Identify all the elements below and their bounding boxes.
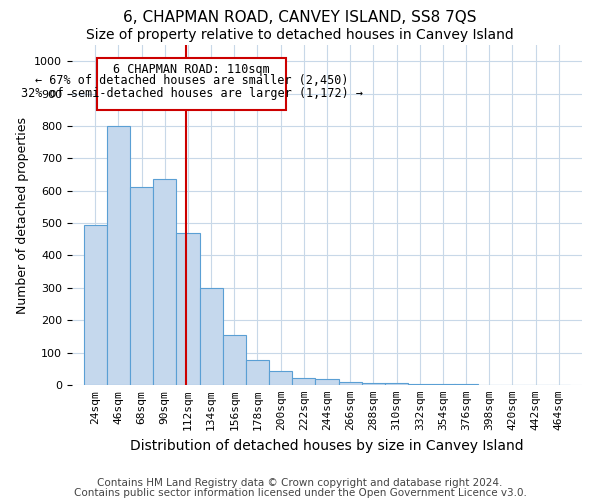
Bar — [431, 384, 455, 385]
FancyBboxPatch shape — [97, 58, 286, 110]
Y-axis label: Number of detached properties: Number of detached properties — [16, 116, 29, 314]
Bar — [362, 382, 385, 385]
Bar — [199, 288, 223, 385]
Bar — [292, 378, 316, 385]
Bar — [223, 335, 246, 385]
Text: 32% of semi-detached houses are larger (1,172) →: 32% of semi-detached houses are larger (… — [20, 87, 362, 100]
Text: 6 CHAPMAN ROAD: 110sqm: 6 CHAPMAN ROAD: 110sqm — [113, 63, 270, 76]
Bar — [385, 384, 408, 385]
X-axis label: Distribution of detached houses by size in Canvey Island: Distribution of detached houses by size … — [130, 438, 524, 452]
Text: Size of property relative to detached houses in Canvey Island: Size of property relative to detached ho… — [86, 28, 514, 42]
Text: Contains HM Land Registry data © Crown copyright and database right 2024.: Contains HM Land Registry data © Crown c… — [97, 478, 503, 488]
Text: 6, CHAPMAN ROAD, CANVEY ISLAND, SS8 7QS: 6, CHAPMAN ROAD, CANVEY ISLAND, SS8 7QS — [123, 10, 477, 25]
Bar — [455, 384, 478, 385]
Bar — [130, 187, 153, 385]
Text: ← 67% of detached houses are smaller (2,450): ← 67% of detached houses are smaller (2,… — [35, 74, 349, 87]
Bar — [269, 371, 292, 385]
Bar — [176, 233, 199, 385]
Bar — [316, 380, 338, 385]
Bar — [153, 180, 176, 385]
Bar — [107, 126, 130, 385]
Bar — [408, 384, 431, 385]
Bar — [246, 360, 269, 385]
Bar — [83, 224, 107, 385]
Text: Contains public sector information licensed under the Open Government Licence v3: Contains public sector information licen… — [74, 488, 526, 498]
Bar — [338, 382, 362, 385]
